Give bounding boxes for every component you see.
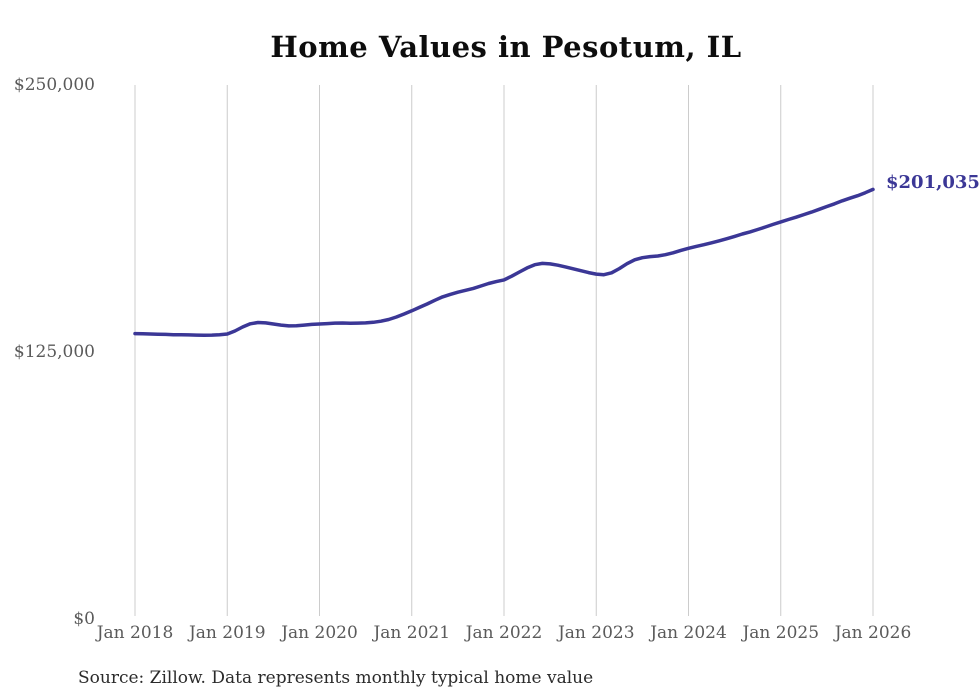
y-axis-tick-125000: $125,000 bbox=[13, 342, 95, 362]
x-axis-tick-jan-2023: Jan 2023 bbox=[557, 623, 635, 643]
x-axis-tick-jan-2020: Jan 2020 bbox=[281, 623, 358, 643]
x-axis-tick-jan-2022: Jan 2022 bbox=[465, 623, 543, 643]
home-value-series-line bbox=[133, 187, 875, 337]
x-axis-tick-jan-2021: Jan 2021 bbox=[373, 623, 451, 643]
x-axis-tick-jan-2025: Jan 2025 bbox=[742, 623, 820, 643]
y-axis-tick-0: $0 bbox=[73, 609, 95, 629]
x-axis-tick-jan-2026: Jan 2026 bbox=[834, 623, 912, 643]
x-axis-tick-jan-2018: Jan 2018 bbox=[96, 623, 174, 643]
chart-title: Home Values in Pesotum, IL bbox=[270, 30, 742, 64]
x-axis-tick-jan-2019: Jan 2019 bbox=[188, 623, 266, 643]
y-axis-tick-250000: $250,000 bbox=[13, 75, 95, 95]
source-attribution: Source: Zillow. Data represents monthly … bbox=[78, 668, 594, 688]
x-axis-tick-jan-2024: Jan 2024 bbox=[650, 623, 727, 643]
latest-value-label: $201,035 bbox=[886, 172, 980, 193]
